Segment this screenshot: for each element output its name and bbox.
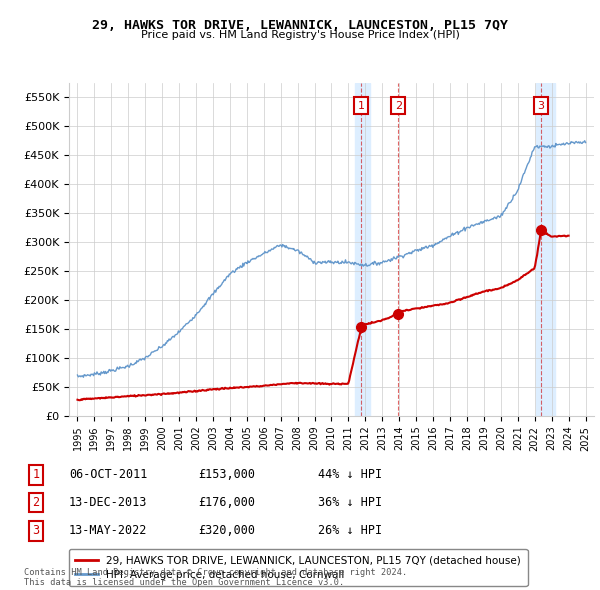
Text: Contains HM Land Registry data © Crown copyright and database right 2024.
This d: Contains HM Land Registry data © Crown c… xyxy=(24,568,407,587)
Text: 2: 2 xyxy=(32,496,40,509)
Text: 13-MAY-2022: 13-MAY-2022 xyxy=(69,525,148,537)
Text: 1: 1 xyxy=(32,468,40,481)
Text: 06-OCT-2011: 06-OCT-2011 xyxy=(69,468,148,481)
Text: 1: 1 xyxy=(358,101,365,111)
Bar xyxy=(355,83,370,416)
Bar xyxy=(536,83,555,416)
Text: 3: 3 xyxy=(538,101,544,111)
Text: 3: 3 xyxy=(32,525,40,537)
Text: 36% ↓ HPI: 36% ↓ HPI xyxy=(318,496,382,509)
Text: £153,000: £153,000 xyxy=(198,468,255,481)
Text: 26% ↓ HPI: 26% ↓ HPI xyxy=(318,525,382,537)
Text: 29, HAWKS TOR DRIVE, LEWANNICK, LAUNCESTON, PL15 7QY: 29, HAWKS TOR DRIVE, LEWANNICK, LAUNCEST… xyxy=(92,19,508,32)
Text: 44% ↓ HPI: 44% ↓ HPI xyxy=(318,468,382,481)
Text: Price paid vs. HM Land Registry's House Price Index (HPI): Price paid vs. HM Land Registry's House … xyxy=(140,30,460,40)
Text: 2: 2 xyxy=(395,101,402,111)
Legend: 29, HAWKS TOR DRIVE, LEWANNICK, LAUNCESTON, PL15 7QY (detached house), HPI: Aver: 29, HAWKS TOR DRIVE, LEWANNICK, LAUNCEST… xyxy=(69,549,527,586)
Text: 13-DEC-2013: 13-DEC-2013 xyxy=(69,496,148,509)
Text: £176,000: £176,000 xyxy=(198,496,255,509)
Text: £320,000: £320,000 xyxy=(198,525,255,537)
